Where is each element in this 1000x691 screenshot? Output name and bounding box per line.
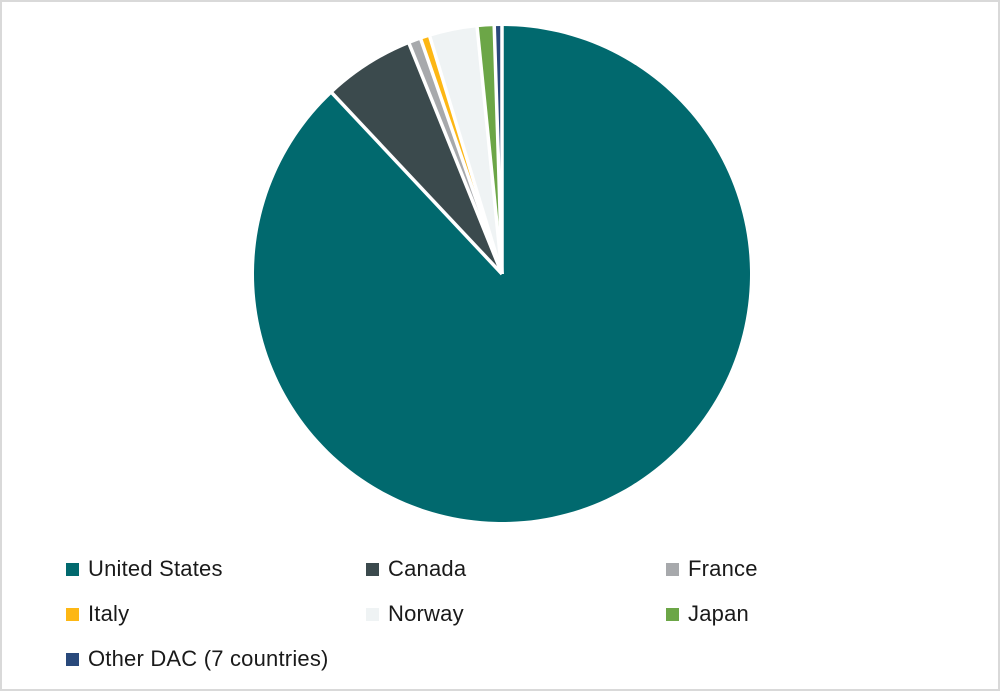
legend-item-france: France [666, 555, 966, 582]
legend-swatch-united-states [66, 563, 79, 576]
legend-swatch-norway [366, 608, 379, 621]
legend-item-canada: Canada [366, 555, 666, 582]
legend-item-italy: Italy [66, 600, 366, 627]
pie-slice-canada [332, 43, 502, 274]
legend-item-other-dac-7-countries: Other DAC (7 countries) [66, 645, 366, 672]
legend-swatch-france [666, 563, 679, 576]
pie-chart-svg [254, 25, 751, 522]
slice-separator [407, 42, 504, 275]
pie-chart-area [2, 2, 1000, 532]
legend-label: France [688, 555, 758, 581]
legend-label: Italy [88, 600, 130, 626]
slice-separator [427, 35, 504, 275]
legend-item-japan: Japan [666, 600, 966, 627]
slice-separator [475, 26, 504, 275]
legend-swatch-italy [66, 608, 79, 621]
legend-label: Canada [388, 555, 467, 581]
legend: United States Canada France Italy Norway Japa… [66, 547, 966, 682]
slice-separator [330, 91, 504, 276]
legend-label: Norway [388, 600, 464, 626]
legend-label: United States [88, 555, 223, 581]
legend-swatch-japan [666, 608, 679, 621]
legend-item-united-states: United States [66, 555, 366, 582]
legend-label: Japan [688, 600, 749, 626]
legend-item-norway: Norway [366, 600, 666, 627]
legend-swatch-other-dac-7-countries [66, 653, 79, 666]
legend-label: Other DAC (7 countries) [88, 645, 329, 671]
legend-swatch-canada [366, 563, 379, 576]
